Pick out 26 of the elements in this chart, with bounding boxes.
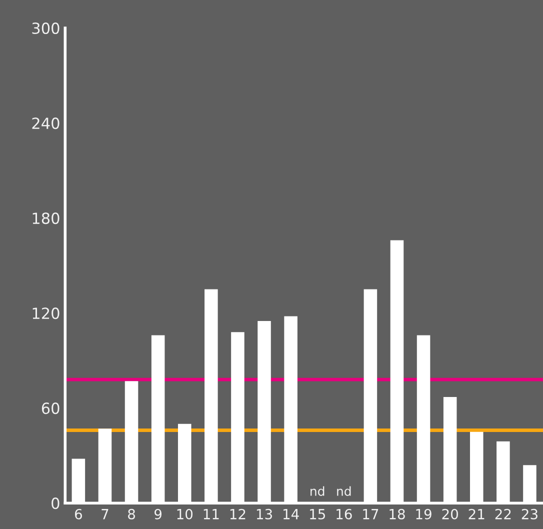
- x-tick-label: 9: [154, 508, 162, 520]
- x-tick-label: 6: [74, 508, 82, 520]
- x-tick-label: 16: [336, 508, 352, 520]
- x-tick-label: 7: [102, 509, 108, 520]
- x-tick-label: 8: [128, 508, 135, 520]
- y-tick-label: 300: [32, 22, 60, 34]
- y-tick-label: 240: [32, 118, 60, 130]
- x-tick-label: 13: [256, 508, 272, 520]
- x-tick-label: 12: [230, 508, 246, 520]
- x-tick-label: 23: [522, 508, 538, 520]
- x-tick-label: 11: [204, 509, 219, 520]
- x-tick-label: 22: [495, 508, 511, 520]
- x-tick-label: 21: [468, 508, 484, 520]
- x-tick-label: 19: [416, 508, 432, 520]
- y-tick-label: 120: [32, 308, 60, 320]
- y-tick-label: 60: [42, 402, 60, 414]
- x-tick-label: 20: [442, 508, 458, 520]
- x-tick-label: 14: [283, 509, 299, 520]
- annotation: nd: [310, 486, 324, 496]
- annotation: nd: [337, 486, 351, 496]
- x-tick-label: 17: [363, 509, 378, 520]
- x-tick-label: 15: [310, 509, 325, 520]
- x-tick-label: 10: [177, 508, 193, 520]
- y-tick-label: 180: [32, 212, 60, 224]
- y-tick-label: 0: [52, 498, 60, 510]
- x-tick-label: 18: [390, 508, 405, 520]
